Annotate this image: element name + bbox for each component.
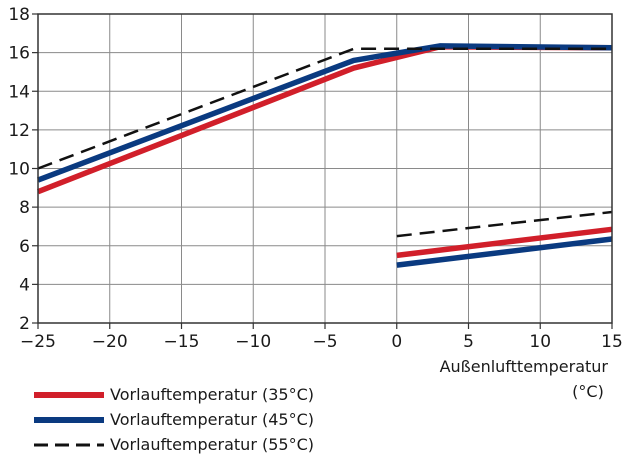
legend-label: Vorlauftemperatur (35°C)	[110, 385, 314, 404]
x-axis-label: Außenlufttemperatur	[440, 357, 609, 376]
y-tick-label: 8	[19, 198, 30, 218]
y-tick-label: 2	[19, 314, 30, 334]
x-tick-label: −10	[235, 332, 271, 352]
y-tick-label: 10	[8, 160, 30, 180]
x-tick-label: −5	[312, 332, 337, 352]
legend-item: Vorlauftemperatur (45°C)	[34, 407, 314, 432]
legend-item: Vorlauftemperatur (35°C)	[34, 382, 314, 407]
x-axis-ticks: −25 −20 −15 −10 −5 0 5 10 15	[20, 323, 622, 352]
x-tick-label: 10	[529, 332, 551, 352]
x-tick-label: −25	[20, 332, 56, 352]
legend: Vorlauftemperatur (35°C) Vorlauftemperat…	[34, 382, 314, 457]
series-line-0	[396, 226, 613, 259]
series-line-2	[37, 47, 612, 170]
legend-swatch-55	[34, 443, 104, 446]
y-axis-ticks: 2 4 6 8 10 12 14 16 18	[8, 5, 38, 334]
legend-item: Vorlauftemperatur (55°C)	[34, 432, 314, 457]
y-tick-label: 16	[8, 44, 30, 64]
chart: −25 −20 −15 −10 −5 0 5 10 15 2 4 6 8 10 12 14 16 18 Auße…	[8, 5, 622, 401]
series-line-1	[37, 43, 613, 183]
y-tick-label: 6	[19, 237, 30, 257]
y-tick-label: 18	[8, 5, 30, 25]
y-tick-label: 12	[8, 121, 30, 141]
y-tick-label: 4	[19, 275, 30, 295]
y-tick-label: 14	[8, 82, 30, 102]
x-axis-unit: (°C)	[572, 382, 604, 401]
series-line-2	[396, 210, 613, 238]
x-tick-label: 0	[391, 332, 402, 352]
legend-swatch-45	[34, 416, 104, 423]
series-lines	[36, 43, 613, 268]
x-tick-label: 5	[463, 332, 474, 352]
x-tick-label: −20	[92, 332, 128, 352]
x-tick-label: 15	[601, 332, 622, 352]
legend-label: Vorlauftemperatur (45°C)	[110, 410, 314, 429]
series-line-1	[396, 236, 613, 268]
x-tick-label: −15	[164, 332, 200, 352]
legend-swatch-35	[34, 391, 104, 398]
legend-label: Vorlauftemperatur (55°C)	[110, 435, 314, 454]
